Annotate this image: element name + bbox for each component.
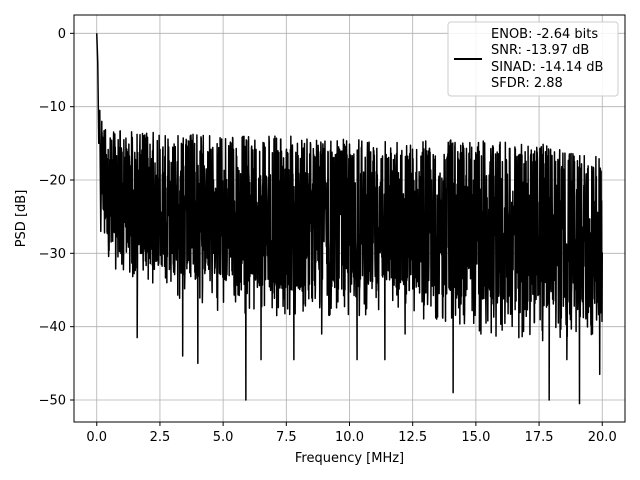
- y-axis-ticks: 0 −10 −20 −30 −40 −50: [39, 27, 74, 409]
- x-tick-label: 0.0: [86, 430, 107, 445]
- x-tick-label: 12.5: [398, 430, 427, 445]
- y-tick-label: −40: [39, 320, 66, 335]
- legend: ENOB: -2.64 bits SNR: -13.97 dB SINAD: -…: [447, 21, 619, 97]
- x-tick-label: 15.0: [461, 430, 490, 445]
- y-tick-label: 0: [58, 27, 66, 42]
- y-tick-label: −30: [39, 247, 66, 262]
- x-axis-label: Frequency [MHz]: [295, 451, 404, 466]
- x-tick-label: 5.0: [213, 430, 234, 445]
- y-axis-label: PSD [dB]: [14, 190, 29, 248]
- legend-snr: SNR: -13.97 dB: [491, 43, 589, 58]
- x-tick-label: 10.0: [335, 430, 364, 445]
- x-tick-label: 7.5: [276, 430, 297, 445]
- x-tick-label: 17.5: [525, 430, 554, 445]
- y-tick-label: −50: [39, 394, 66, 409]
- x-tick-label: 2.5: [150, 430, 171, 445]
- psd-trace: [96, 33, 603, 405]
- legend-sinad: SINAD: -14.14 dB: [491, 60, 603, 75]
- legend-box: [447, 21, 619, 97]
- x-tick-label: 20.0: [588, 430, 617, 445]
- y-tick-label: −10: [39, 100, 66, 115]
- psd-series-line: [96, 33, 603, 405]
- y-tick-label: −20: [39, 174, 66, 189]
- legend-sfdr: SFDR: 2.88: [491, 76, 563, 91]
- x-axis-ticks: 0.0 2.5 5.0 7.5 10.0 12.5 15.0 17.5 20.0: [86, 422, 617, 445]
- legend-enob: ENOB: -2.64 bits: [491, 27, 598, 42]
